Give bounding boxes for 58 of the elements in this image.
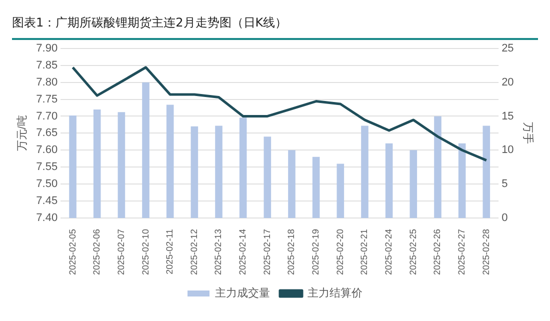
bar: [142, 82, 150, 218]
y-tick-label: 7.85: [36, 59, 58, 72]
bar: [93, 109, 101, 218]
x-tick-label: 2025-02-06: [92, 228, 102, 276]
chart-title: 图表1：广期所碳酸锂期货主连2月走势图（日K线）: [12, 15, 288, 30]
y2-tick-label: 10: [502, 144, 514, 156]
y2-tick-label: 25: [502, 42, 514, 54]
bar: [336, 164, 344, 218]
x-tick-label: 2025-02-17: [262, 228, 272, 276]
bar: [312, 156, 320, 218]
y-tick-label: 7.60: [36, 144, 58, 156]
x-tick-label: 2025-02-18: [286, 228, 296, 276]
legend-label: 主力结算价: [308, 286, 362, 300]
y-tick-label: 7.90: [36, 42, 58, 54]
x-tick-label: 2025-02-12: [188, 228, 199, 276]
x-tick-label: 2025-02-28: [480, 228, 491, 276]
y-tick-label: 7.65: [36, 127, 58, 140]
y-tick-label: 7.75: [36, 93, 58, 106]
y-tick-label: 7.70: [36, 110, 58, 122]
x-tick-label: 2025-02-21: [359, 228, 370, 276]
x-tick-label: 2025-02-25: [408, 228, 418, 276]
x-tick-label: 2025-02-24: [384, 228, 394, 276]
y2-tick-label: 5: [502, 178, 508, 190]
y-tick-label: 7.40: [36, 212, 58, 224]
y-tick-label: 7.45: [36, 195, 58, 208]
x-tick-label: 2025-02-26: [432, 228, 442, 276]
bar: [410, 150, 418, 218]
bar: [69, 116, 76, 218]
bar: [215, 126, 222, 218]
bar: [239, 118, 247, 218]
y2-axis-title: 万手: [521, 122, 534, 144]
y2-tick-label: 0: [502, 212, 508, 224]
y2-tick-label: 20: [502, 76, 514, 88]
legend-label: 主力成交量: [215, 286, 270, 300]
x-tick-label: 2025-02-20: [334, 228, 345, 276]
y-tick-label: 7.50: [36, 178, 58, 190]
bar: [482, 126, 490, 218]
x-tick-label: 2025-02-13: [213, 228, 224, 276]
bar: [118, 112, 126, 218]
x-tick-label: 2025-02-14: [238, 228, 248, 276]
bar: [361, 126, 368, 218]
x-tick-label: 2025-02-27: [456, 228, 467, 276]
y-tick-label: 7.55: [36, 161, 58, 174]
x-tick-label: 2025-02-07: [116, 228, 126, 276]
y2-tick-label: 15: [502, 110, 514, 122]
y-tick-label: 7.80: [36, 76, 58, 88]
bar: [166, 104, 174, 218]
bar: [458, 143, 466, 218]
x-tick-label: 2025-02-19: [310, 228, 321, 276]
bar: [288, 150, 296, 218]
bar: [190, 126, 198, 218]
x-tick-label: 2025-02-10: [140, 228, 150, 276]
y-axis-title: 万元/吨: [16, 115, 29, 152]
bar: [264, 136, 272, 218]
bar: [434, 116, 442, 218]
bar: [385, 143, 393, 218]
x-tick-label: 2025-02-05: [67, 228, 78, 276]
x-tick-label: 2025-02-11: [164, 228, 175, 274]
